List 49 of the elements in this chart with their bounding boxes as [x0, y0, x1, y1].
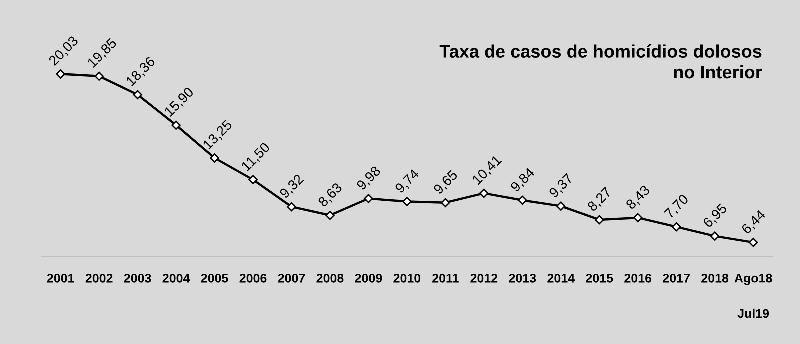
point [748, 238, 758, 248]
point [710, 232, 720, 241]
x-tick-label: 2014 [548, 274, 575, 283]
point [248, 175, 258, 185]
point [672, 222, 682, 232]
x-tick-label: 2015 [586, 274, 614, 283]
text: Jul19 [738, 308, 770, 318]
x-tick-label: 2005 [201, 274, 228, 283]
x-tick-label: 2006 [240, 274, 267, 283]
x-tick-label: 2010 [394, 274, 421, 283]
data-label: 9,32 [279, 174, 306, 200]
x-tick-label: 2016 [624, 274, 652, 283]
point [480, 188, 489, 198]
point [287, 202, 296, 212]
point [364, 194, 374, 204]
x-tick-label: 2013 [509, 274, 536, 283]
point [441, 198, 450, 208]
x-tick-label: 2001 [47, 274, 74, 283]
data-label: 6,44 [740, 209, 768, 236]
x-tick-label: 2017 [663, 274, 690, 283]
x-tick-label: 2012 [470, 274, 498, 283]
data-label: 8,43 [625, 184, 652, 212]
data-label: 6,95 [702, 203, 729, 230]
x-tick-label: 2009 [355, 274, 382, 283]
point [633, 213, 643, 223]
point [326, 210, 335, 220]
data-label: 9,84 [510, 167, 537, 194]
point [556, 202, 566, 211]
point [56, 70, 66, 79]
x-tick-label: 2003 [124, 274, 152, 283]
point [210, 154, 220, 163]
x-tick-label: 2004 [162, 274, 190, 283]
x-tick-label: 2007 [278, 274, 306, 283]
point [518, 196, 528, 206]
x-tick-label: 2018 [702, 274, 729, 283]
x-tick-label: 2008 [316, 274, 344, 283]
data-label: 7,70 [664, 194, 690, 220]
x-tick-label: 2002 [86, 274, 113, 283]
point [172, 120, 181, 130]
chart-title: Taxa de casos de homicídios dolosos no Interior [440, 44, 762, 79]
point [402, 197, 412, 206]
x-tick-label: Ago18 [734, 274, 772, 286]
point [594, 215, 604, 225]
point [133, 90, 142, 100]
data-label: 9,98 [356, 166, 382, 192]
data-label: 8,63 [318, 182, 344, 209]
point [94, 72, 104, 82]
data-label: 9,74 [394, 168, 422, 195]
x-tick-label: 2011 [432, 274, 459, 283]
